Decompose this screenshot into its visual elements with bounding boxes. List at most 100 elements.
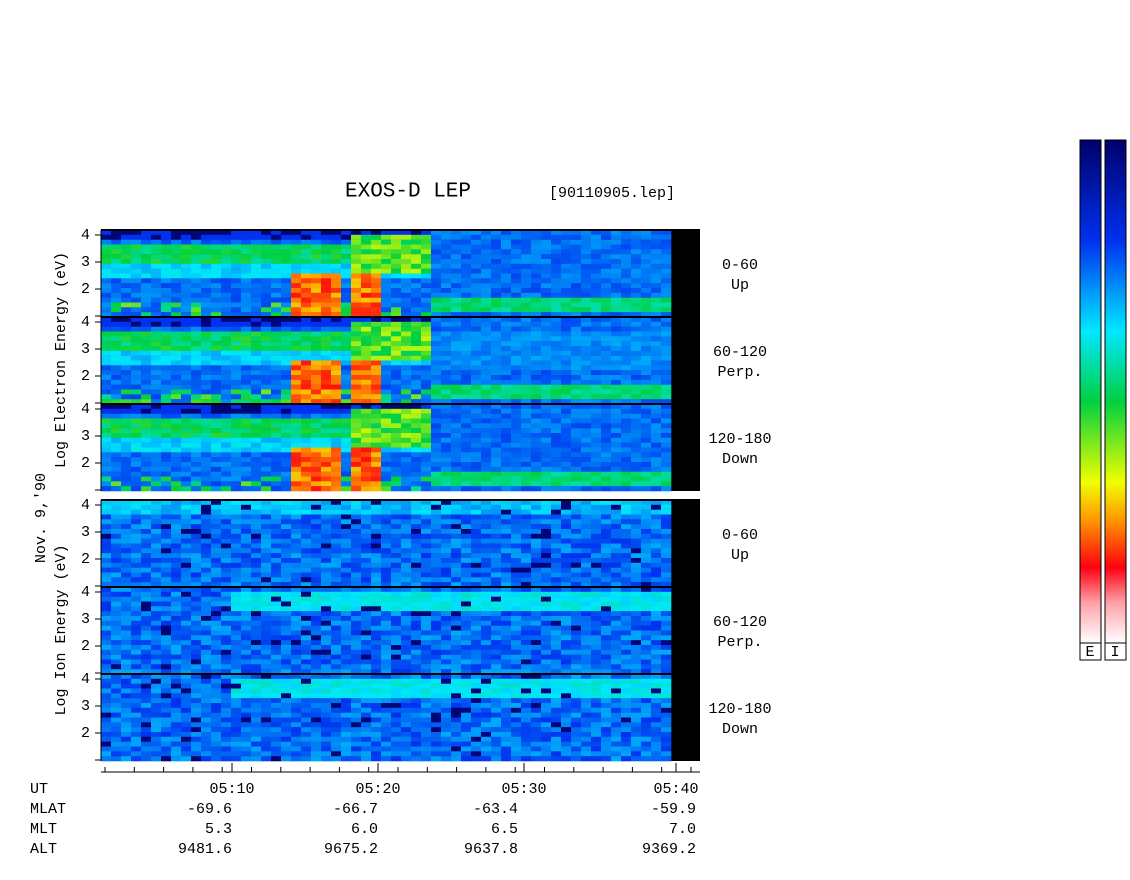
spectrogram-cell (481, 245, 491, 250)
spectrogram-cell (631, 544, 641, 549)
spectrogram-cell (591, 409, 601, 414)
spectrogram-cell (541, 245, 551, 250)
spectrogram-cell (601, 274, 611, 279)
spectrogram-cell (511, 264, 521, 269)
spectrogram-cell (321, 346, 331, 351)
spectrogram-cell (411, 472, 421, 477)
spectrogram-cell (411, 462, 421, 467)
spectrogram-cell (371, 283, 381, 288)
spectrogram-cell (391, 264, 401, 269)
spectrogram-cell (571, 336, 581, 341)
spectrogram-cell (571, 341, 581, 346)
spectrogram-cell (581, 438, 591, 443)
spectrogram-cell (201, 544, 211, 549)
spectrogram-cell (291, 611, 301, 616)
spectrogram-cell (591, 245, 601, 250)
spectrogram-cell (101, 553, 111, 558)
spectrogram-cell (341, 254, 351, 259)
spectrogram-cell (231, 249, 241, 254)
spectrogram-cell (131, 385, 141, 390)
spectrogram-cell (121, 544, 131, 549)
title: EXOS-D LEP (345, 181, 471, 204)
spectrogram-cell (441, 448, 451, 453)
spectrogram-cell (521, 640, 531, 645)
spectrogram-cell (431, 365, 441, 370)
spectrogram-cell (491, 645, 501, 650)
spectrogram-cell (261, 568, 271, 573)
spectrogram-cell (591, 264, 601, 269)
spectrogram-cell (231, 640, 241, 645)
spectrogram-cell (591, 577, 601, 582)
spectrogram-cell (661, 452, 671, 457)
spectrogram-cell (581, 467, 591, 472)
spectrogram-cell (141, 539, 151, 544)
spectrogram-cell (501, 452, 511, 457)
spectrogram-cell (341, 568, 351, 573)
spectrogram-cell (631, 390, 641, 395)
spectrogram-cell (181, 346, 191, 351)
spectrogram-cell (601, 529, 611, 534)
spectrogram-cell (531, 274, 541, 279)
spectrogram-cell (661, 414, 671, 419)
spectrogram-cell (441, 640, 451, 645)
spectrogram-cell (371, 462, 381, 467)
spectrogram-cell (331, 443, 341, 448)
spectrogram-cell (561, 519, 571, 524)
spectrogram-cell (221, 519, 231, 524)
spectrogram-cell (421, 539, 431, 544)
spectrogram-cell (541, 631, 551, 636)
spectrogram-cell (511, 254, 521, 259)
spectrogram-cell (181, 307, 191, 312)
spectrogram-cell (571, 428, 581, 433)
spectrogram-cell (571, 288, 581, 293)
spectrogram-cell (351, 611, 361, 616)
spectrogram-cell (531, 356, 541, 361)
spectrogram-cell (481, 428, 491, 433)
spectrogram-cell (261, 505, 271, 510)
spectrogram-cell (431, 303, 441, 308)
spectrogram-cell (581, 365, 591, 370)
spectrogram-cell (491, 457, 501, 462)
spectrogram-cell (451, 472, 461, 477)
spectrogram-cell (201, 438, 211, 443)
spectrogram-cell (301, 472, 311, 477)
spectrogram-cell (161, 553, 171, 558)
spectrogram-cell (221, 269, 231, 274)
spectrogram-cell (331, 635, 341, 640)
spectrogram-cell (581, 428, 591, 433)
spectrogram-cell (631, 481, 641, 486)
spectrogram-cell (201, 602, 211, 607)
spectrogram-cell (301, 274, 311, 279)
spectrogram-cell (181, 438, 191, 443)
spectrogram-cell (621, 433, 631, 438)
spectrogram-cell (401, 351, 411, 356)
spectrogram-cell (151, 558, 161, 563)
spectrogram-cell (431, 278, 441, 283)
spectrogram-cell (591, 346, 601, 351)
spectrogram-cell (291, 274, 301, 279)
spectrogram-cell (441, 283, 451, 288)
spectrogram-cell (531, 235, 541, 240)
spectrogram-cell (101, 539, 111, 544)
spectrogram-cell (261, 332, 271, 337)
spectrogram-cell (641, 274, 651, 279)
spectrogram-cell (441, 385, 451, 390)
spectrogram-cell (121, 563, 131, 568)
spectrogram-cell (161, 356, 171, 361)
spectrogram-cell (131, 452, 141, 457)
spectrogram-cell (481, 519, 491, 524)
spectrogram-cell (291, 573, 301, 578)
spectrogram-cell (481, 602, 491, 607)
spectrogram-cell (661, 448, 671, 453)
spectrogram-cell (501, 356, 511, 361)
spectrogram-cell (481, 640, 491, 645)
spectrogram-cell (221, 394, 231, 399)
spectrogram-cell (451, 519, 461, 524)
spectrogram-cell (301, 539, 311, 544)
spectrogram-cell (171, 298, 181, 303)
spectrogram-cell (421, 269, 431, 274)
spectrogram-cell (411, 332, 421, 337)
spectrogram-cell (501, 539, 511, 544)
spectrogram-cell (311, 472, 321, 477)
spectrogram-cell (371, 240, 381, 245)
